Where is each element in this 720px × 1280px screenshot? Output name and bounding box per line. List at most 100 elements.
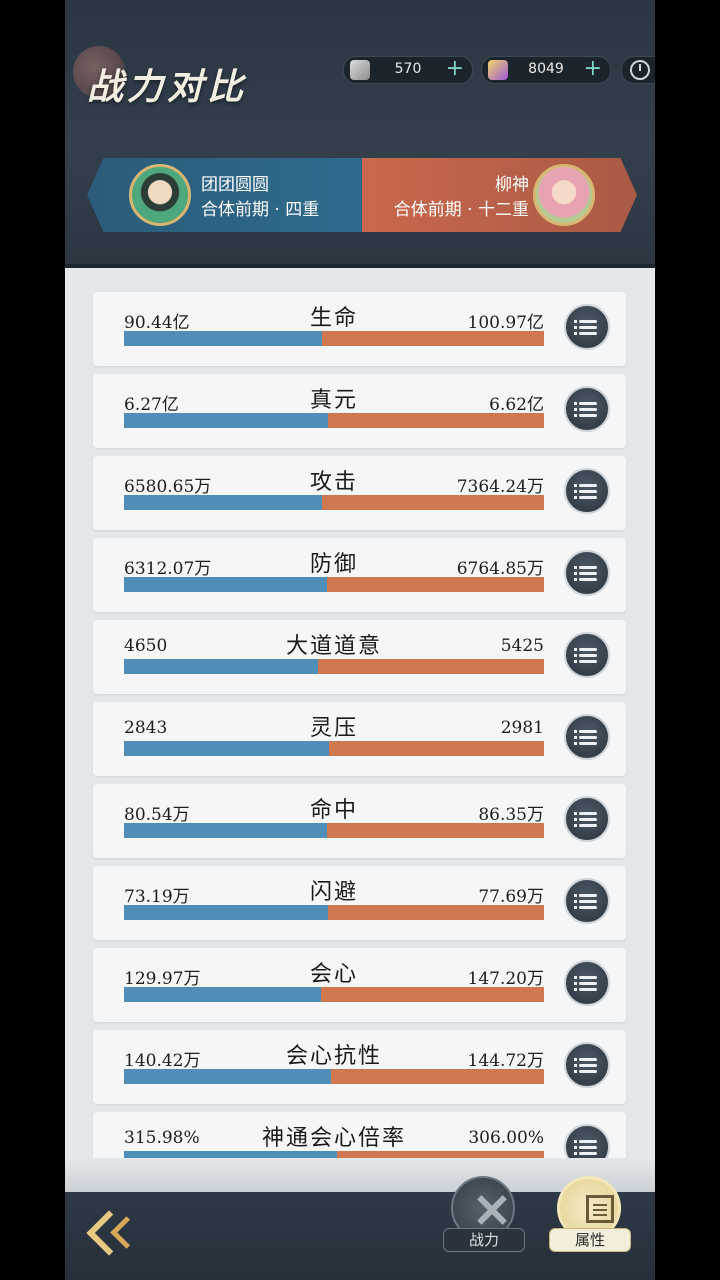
left-stat-value: 80.54万 bbox=[124, 805, 190, 825]
stat-row: 140.42万 会心抗性 144.72万 bbox=[93, 1030, 626, 1104]
stat-row: 6580.65万 攻击 7364.24万 bbox=[93, 456, 626, 530]
tab-power[interactable]: 战力 bbox=[443, 1176, 525, 1252]
stat-detail-button[interactable] bbox=[564, 1124, 610, 1158]
left-stat-value: 129.97万 bbox=[124, 969, 201, 989]
right-stat-value: 5425 bbox=[500, 636, 544, 656]
stat-label: 灵压 bbox=[309, 716, 358, 741]
stat-detail-button[interactable] bbox=[564, 1042, 610, 1088]
left-stat-value: 90.44亿 bbox=[124, 313, 190, 333]
stat-comparison-list[interactable]: 90.44亿 生命 100.97亿 6.27亿 真元 6.62亿 6580.65万 攻击 736… bbox=[65, 270, 655, 1158]
stat-label: 闪避 bbox=[309, 880, 358, 905]
clock-icon bbox=[630, 60, 650, 80]
gem-count: 8049 bbox=[528, 61, 564, 77]
tab-attributes-label: 属性 bbox=[549, 1228, 631, 1252]
gem-icon bbox=[488, 60, 508, 80]
left-stat-value: 73.19万 bbox=[124, 887, 190, 907]
left-share-fill bbox=[124, 495, 323, 510]
stat-label: 防御 bbox=[309, 552, 358, 577]
stat-compare-bar bbox=[124, 823, 544, 838]
left-stat-value: 2843 bbox=[124, 718, 168, 738]
stat-compare-bar bbox=[124, 659, 544, 674]
stat-detail-button[interactable] bbox=[564, 468, 610, 514]
stat-compare-bar bbox=[124, 577, 544, 592]
stat-label: 会心抗性 bbox=[285, 1044, 382, 1069]
left-share-fill bbox=[124, 1069, 331, 1084]
left-share-fill bbox=[124, 905, 328, 920]
stat-row: 6.27亿 真元 6.62亿 bbox=[93, 374, 626, 448]
stat-row: 73.19万 闪避 77.69万 bbox=[93, 866, 626, 940]
right-stat-value: 306.00% bbox=[468, 1128, 544, 1148]
stat-row: 4650 大道道意 5425 bbox=[93, 620, 626, 694]
stat-compare-bar bbox=[124, 331, 544, 346]
page-title: 战力对比 bbox=[87, 66, 248, 108]
clock-button[interactable] bbox=[621, 56, 655, 84]
left-share-fill bbox=[124, 413, 329, 428]
stat-row: 315.98% 神通会心倍率 306.00% bbox=[93, 1112, 626, 1158]
stat-detail-button[interactable] bbox=[564, 714, 610, 760]
right-stat-value: 144.72万 bbox=[467, 1051, 544, 1071]
stat-row: 90.44亿 生命 100.97亿 bbox=[93, 292, 626, 366]
left-share-fill bbox=[124, 987, 321, 1002]
add-scroll-icon[interactable]: + bbox=[445, 56, 464, 81]
stat-compare-bar bbox=[124, 741, 544, 756]
right-stat-value: 2981 bbox=[500, 718, 544, 738]
left-stat-value: 6312.07万 bbox=[124, 559, 212, 579]
left-share-fill bbox=[124, 741, 329, 756]
left-share-fill bbox=[124, 577, 327, 592]
stat-detail-button[interactable] bbox=[564, 304, 610, 350]
stat-label: 真元 bbox=[309, 388, 358, 413]
stat-compare-bar bbox=[124, 987, 544, 1002]
stat-label: 命中 bbox=[309, 798, 358, 823]
stat-row: 129.97万 会心 147.20万 bbox=[93, 948, 626, 1022]
right-player-name: 柳神 bbox=[495, 175, 529, 195]
add-gem-icon[interactable]: + bbox=[583, 56, 602, 81]
right-stat-value: 6764.85万 bbox=[456, 559, 544, 579]
stat-label: 大道道意 bbox=[285, 634, 382, 659]
stat-compare-bar bbox=[124, 1151, 544, 1158]
stat-compare-bar bbox=[124, 905, 544, 920]
left-share-fill bbox=[124, 823, 327, 838]
stat-label: 会心 bbox=[309, 962, 358, 987]
stat-detail-button[interactable] bbox=[564, 796, 610, 842]
battle-power-compare-screen: 战力对比 570 + 8049 + 团团圆圆 合体前期 · 四重 柳神 合体前期… bbox=[65, 0, 655, 1280]
tab-attributes[interactable]: 属性 bbox=[549, 1176, 631, 1252]
gem-resource: 8049 + bbox=[481, 56, 611, 84]
scroll-resource: 570 + bbox=[343, 56, 473, 84]
left-stat-value: 140.42万 bbox=[124, 1051, 201, 1071]
stat-detail-button[interactable] bbox=[564, 632, 610, 678]
right-stat-value: 6.62亿 bbox=[489, 395, 544, 415]
stat-detail-button[interactable] bbox=[564, 960, 610, 1006]
left-player-avatar[interactable] bbox=[129, 164, 191, 226]
left-stat-value: 6580.65万 bbox=[124, 477, 212, 497]
stat-label: 神通会心倍率 bbox=[261, 1126, 406, 1151]
back-button[interactable] bbox=[86, 1205, 149, 1257]
stat-compare-bar bbox=[124, 413, 544, 428]
stat-label: 生命 bbox=[309, 306, 358, 331]
stat-compare-bar bbox=[124, 495, 544, 510]
stat-row: 6312.07万 防御 6764.85万 bbox=[93, 538, 626, 612]
left-share-fill bbox=[124, 331, 323, 346]
right-player-avatar[interactable] bbox=[533, 164, 595, 226]
stat-row: 2843 灵压 2981 bbox=[93, 702, 626, 776]
tab-power-label: 战力 bbox=[443, 1228, 525, 1252]
right-stat-value: 100.97亿 bbox=[467, 313, 544, 333]
header: 战力对比 570 + 8049 + 团团圆圆 合体前期 · 四重 柳神 合体前期… bbox=[65, 0, 655, 268]
scroll-count: 570 bbox=[394, 61, 422, 77]
stat-row: 80.54万 命中 86.35万 bbox=[93, 784, 626, 858]
stat-detail-button[interactable] bbox=[564, 386, 610, 432]
moon-decoration bbox=[73, 46, 125, 98]
left-player-rank: 合体前期 · 四重 bbox=[201, 200, 320, 220]
stat-detail-button[interactable] bbox=[564, 550, 610, 596]
left-player-name: 团团圆圆 bbox=[201, 175, 269, 195]
right-player-rank: 合体前期 · 十二重 bbox=[393, 200, 529, 220]
right-stat-value: 7364.24万 bbox=[456, 477, 544, 497]
left-share-fill bbox=[124, 1151, 338, 1158]
bottom-fade bbox=[65, 1158, 655, 1194]
right-stat-value: 77.69万 bbox=[478, 887, 544, 907]
left-share-fill bbox=[124, 659, 319, 674]
left-stat-value: 6.27亿 bbox=[124, 395, 179, 415]
right-stat-value: 147.20万 bbox=[467, 969, 544, 989]
scroll-icon bbox=[350, 60, 370, 80]
stat-detail-button[interactable] bbox=[564, 878, 610, 924]
left-stat-value: 315.98% bbox=[124, 1128, 200, 1148]
